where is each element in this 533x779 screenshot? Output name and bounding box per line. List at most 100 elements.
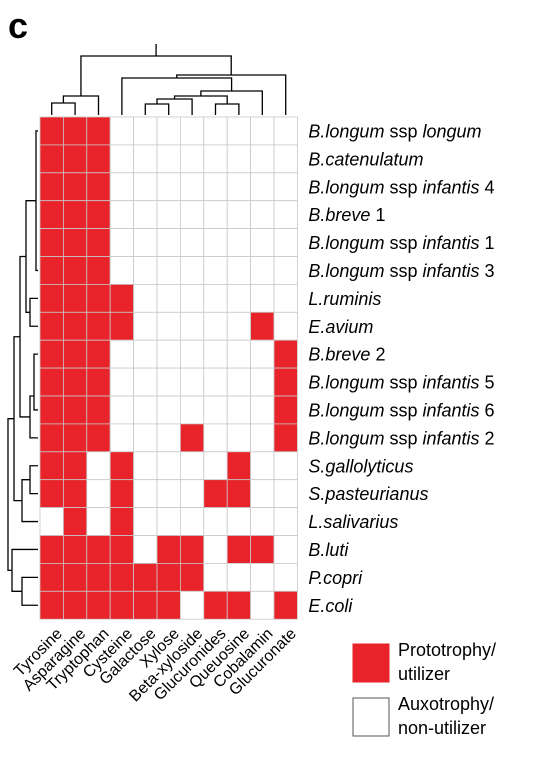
heatmap-cell (109, 116, 134, 146)
heatmap-cell (250, 535, 275, 564)
heatmap-cell (226, 172, 251, 202)
heatmap-cell (203, 423, 228, 453)
dendrogram-link (33, 353, 38, 411)
heatmap-cell (203, 339, 228, 369)
heatmap-cell (250, 590, 275, 620)
heatmap-cell (133, 339, 158, 369)
heatmap-cell (179, 563, 205, 592)
heatmap-cell (63, 283, 88, 313)
heatmap-cell (156, 256, 181, 285)
heatmap-cell (86, 172, 111, 202)
row-label: B.breve 1 (308, 205, 385, 225)
heatmap-cell (109, 339, 134, 369)
heatmap-cell (86, 507, 111, 536)
heatmap-cell (250, 144, 275, 174)
row-label: E.avium (308, 317, 373, 337)
heatmap-cell (250, 200, 275, 229)
row-label: B.breve 2 (308, 345, 385, 365)
legend-label: utilizer (398, 664, 450, 684)
heatmap-cell (86, 256, 111, 285)
row-labels: B.longum ssp longum B.catenulatum B.longum… (308, 121, 494, 615)
legend-swatch-auxotrophy (352, 697, 390, 737)
heatmap-cell (133, 507, 158, 536)
heatmap-cell (39, 535, 64, 564)
heatmap-cell (86, 228, 111, 257)
heatmap-cell (203, 563, 228, 592)
heatmap-cell (203, 590, 228, 620)
heatmap-cell (203, 256, 228, 285)
heatmap-cell (250, 367, 275, 397)
heatmap-cell (39, 395, 64, 425)
row-label: B.longum ssp infantis 4 (308, 177, 494, 197)
heatmap-cell (179, 311, 205, 341)
heatmap-cell (109, 395, 134, 425)
heatmap-cell (109, 590, 134, 620)
heatmap-cell (203, 228, 228, 257)
heatmap-cell (203, 395, 228, 425)
heatmap-cell (133, 423, 158, 453)
heatmap-cell (156, 507, 181, 536)
heatmap-cell (179, 228, 205, 257)
heatmap-cell (273, 367, 298, 397)
heatmap-cell (39, 423, 64, 453)
heatmap-cell (179, 283, 205, 313)
heatmap-cell (156, 395, 181, 425)
heatmap-cell (273, 563, 298, 592)
heatmap-cell (133, 228, 158, 257)
heatmap-cell (226, 200, 251, 229)
heatmap-cell (226, 339, 251, 369)
heatmap-cell (86, 590, 111, 620)
heatmap-cell (39, 172, 64, 202)
heatmap-cell (156, 144, 181, 174)
dendrogram-link (156, 98, 193, 115)
row-dendrogram (7, 130, 38, 606)
heatmap-cell (63, 311, 88, 341)
dendrogram-link (29, 297, 38, 327)
heatmap-cell (39, 451, 64, 481)
heatmap-cell (156, 423, 181, 453)
heatmap-cell (86, 311, 111, 341)
heatmap-cell (109, 367, 134, 397)
heatmap-cell (226, 563, 251, 592)
row-label: L.ruminis (308, 289, 381, 309)
heatmap-cell (63, 339, 88, 369)
heatmap-cell (203, 172, 228, 202)
heatmap-cell (156, 283, 181, 313)
dendrogram-link (80, 55, 232, 96)
heatmap-cell (179, 451, 205, 481)
heatmap-cell (39, 144, 64, 174)
heatmap-cell (63, 367, 88, 397)
heatmap-cell (63, 395, 88, 425)
heatmap-cell (273, 590, 298, 620)
heatmap-cell (39, 479, 64, 509)
heatmap-cell (109, 535, 134, 564)
heatmap-cell (133, 172, 158, 202)
heatmap-cell (226, 256, 251, 285)
heatmap-cell (273, 144, 298, 174)
panel-letter: c (8, 5, 29, 46)
heatmap-cell (86, 423, 111, 453)
heatmap-cell (203, 116, 228, 146)
heatmap-cell (226, 590, 251, 620)
heatmap-cell (133, 200, 158, 229)
heatmap-cell (39, 283, 64, 313)
heatmap-cell (226, 283, 251, 313)
heatmap-cell (63, 535, 88, 564)
row-label: B.luti (308, 540, 349, 560)
heatmap-cell (109, 144, 134, 174)
heatmap-cell (133, 283, 158, 313)
heatmap-cell (203, 311, 228, 341)
heatmap-cell (179, 423, 205, 453)
heatmap-cell (250, 423, 275, 453)
dendrogram-link (144, 103, 170, 115)
heatmap-cell (86, 339, 111, 369)
heatmap-cell (250, 563, 275, 592)
heatmap-cell (273, 339, 298, 369)
legend-label: Auxotrophy/ (398, 694, 494, 714)
heatmap-cell (86, 200, 111, 229)
heatmap-cell (86, 451, 111, 481)
heatmap-cell (179, 144, 205, 174)
heatmap-cell (39, 256, 64, 285)
heatmap-cell (273, 200, 298, 229)
